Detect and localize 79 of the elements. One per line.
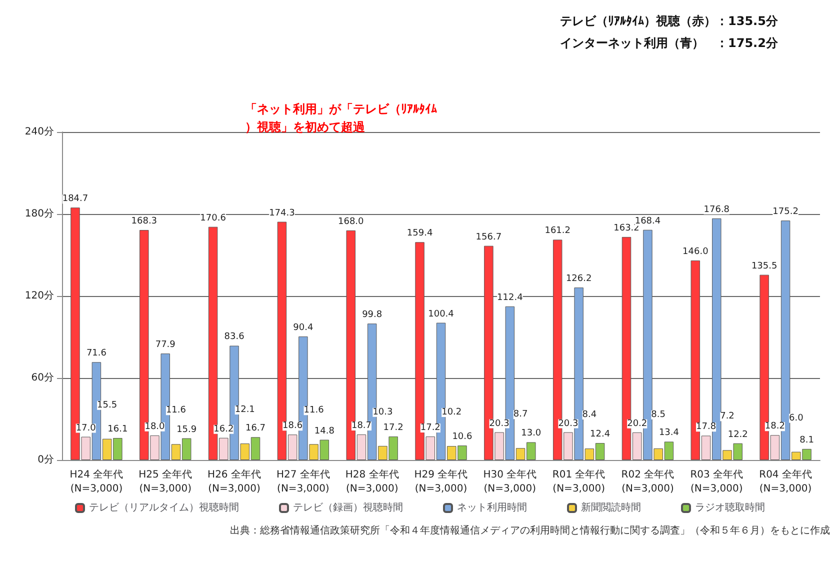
data-label: 168.3 <box>131 216 158 226</box>
data-label: 11.6 <box>166 406 186 416</box>
legend-label: 新聞閲読時間 <box>581 502 641 514</box>
data-label: 168.4 <box>634 216 661 226</box>
data-label: 174.3 <box>269 208 295 218</box>
data-label: 17.2 <box>420 422 440 433</box>
x-tick-label: H29 全年代 (N=3,000) <box>414 468 468 494</box>
x-tick-label: H28 全年代 (N=3,000) <box>345 468 399 494</box>
data-label: 13.4 <box>658 428 680 438</box>
data-label: 16.7 <box>245 424 266 434</box>
y-tick-label: 0分 <box>38 454 54 466</box>
data-label: 17.0 <box>76 423 96 434</box>
data-label: 18.2 <box>764 422 785 432</box>
annotation: 「ネット利用」が「テレビ（ﾘｱﾙﾀｲﾑ）視聴」を初めて超過 <box>245 102 437 134</box>
data-label: 83.6 <box>224 332 245 342</box>
data-label: 12.2 <box>728 430 748 440</box>
data-label: 126.2 <box>566 274 592 284</box>
data-label: 159.4 <box>406 228 433 239</box>
legend-label: ラジオ聴取時間 <box>695 502 765 514</box>
x-tick-label: H30 全年代 (N=3,000) <box>483 468 537 494</box>
data-label: 175.2 <box>772 207 798 218</box>
data-label: 10.6 <box>452 432 473 442</box>
data-label: 20.2 <box>627 418 648 429</box>
data-label: 15.9 <box>176 424 197 435</box>
data-label: 10.2 <box>442 408 462 418</box>
data-label: 176.8 <box>704 204 730 215</box>
data-label: 8.5 <box>651 410 666 420</box>
data-label: 146.0 <box>682 246 709 257</box>
data-label: 17.8 <box>696 422 716 432</box>
x-tick-label: H26 全年代 (N=3,000) <box>208 468 261 494</box>
data-label: 8.1 <box>800 435 814 446</box>
text: インターネット利用（青） ：175.2分 <box>560 36 779 50</box>
data-label: 184.7 <box>62 194 88 204</box>
data-label: 12.1 <box>234 404 255 415</box>
y-tick-label: 180分 <box>24 208 54 220</box>
x-tick-label: R01 全年代 (N=3,000) <box>552 468 606 494</box>
data-label: 10.3 <box>372 407 393 418</box>
x-tick-label: H25 全年代 (N=3,000) <box>138 468 192 494</box>
legend-label: テレビ（リアルタイム）視聴時間 <box>89 502 239 514</box>
legend-label: ネット利用時間 <box>457 502 527 514</box>
x-tick-label: R03 全年代 (N=3,000) <box>690 468 744 494</box>
data-label: 18.0 <box>144 422 166 432</box>
data-label: 8.4 <box>582 410 597 420</box>
data-label: 18.7 <box>351 420 372 431</box>
data-label: 20.3 <box>489 418 510 429</box>
y-tick-label: 120分 <box>24 290 54 302</box>
text: テレビ（ﾘｱﾙﾀｲﾑ）視聴（赤）：135.5分 <box>560 14 779 28</box>
data-label: 99.8 <box>362 310 382 320</box>
data-label: 15.5 <box>97 400 118 410</box>
data-label: 11.6 <box>304 406 324 416</box>
data-label: 12.4 <box>590 430 610 440</box>
x-tick-label: H27 全年代 (N=3,000) <box>276 468 330 494</box>
data-label: 77.9 <box>155 340 176 350</box>
data-label: 7.2 <box>720 412 734 422</box>
legend-label: テレビ（録画）視聴時間 <box>293 502 403 514</box>
data-label: 71.6 <box>86 348 107 359</box>
data-label: 18.6 <box>282 421 303 432</box>
data-label: 135.5 <box>751 261 778 272</box>
data-label: 16.2 <box>214 424 234 434</box>
data-label: 100.4 <box>428 309 454 320</box>
y-tick-label: 240分 <box>24 126 54 138</box>
y-tick-label: 60分 <box>31 372 54 384</box>
data-label: 90.4 <box>293 322 314 333</box>
data-label: 161.2 <box>544 226 570 236</box>
data-label: 20.3 <box>558 418 578 429</box>
x-tick-label: R02 全年代 (N=3,000) <box>621 468 674 494</box>
x-tick-label: H24 全年代 (N=3,000) <box>70 468 124 494</box>
data-label: 170.6 <box>200 213 226 224</box>
data-label: 14.8 <box>314 426 335 436</box>
x-tick-label: R04 全年代 (N=3,000) <box>759 468 812 494</box>
data-label: 112.4 <box>497 292 524 303</box>
data-label: 6.0 <box>788 413 804 424</box>
data-label: 156.7 <box>476 232 502 242</box>
data-label: 17.2 <box>383 422 404 433</box>
data-label: 168.0 <box>338 216 364 227</box>
data-label: 16.1 <box>108 424 128 434</box>
data-label: 8.7 <box>513 410 528 420</box>
source-note: 出典：総務省情報通信政策研究所「令和４年度情報通信メディアの利用時間と情報行動に関する調査」（令和５年６月）をもとに作成 <box>230 524 830 536</box>
data-label: 13.0 <box>521 428 542 439</box>
